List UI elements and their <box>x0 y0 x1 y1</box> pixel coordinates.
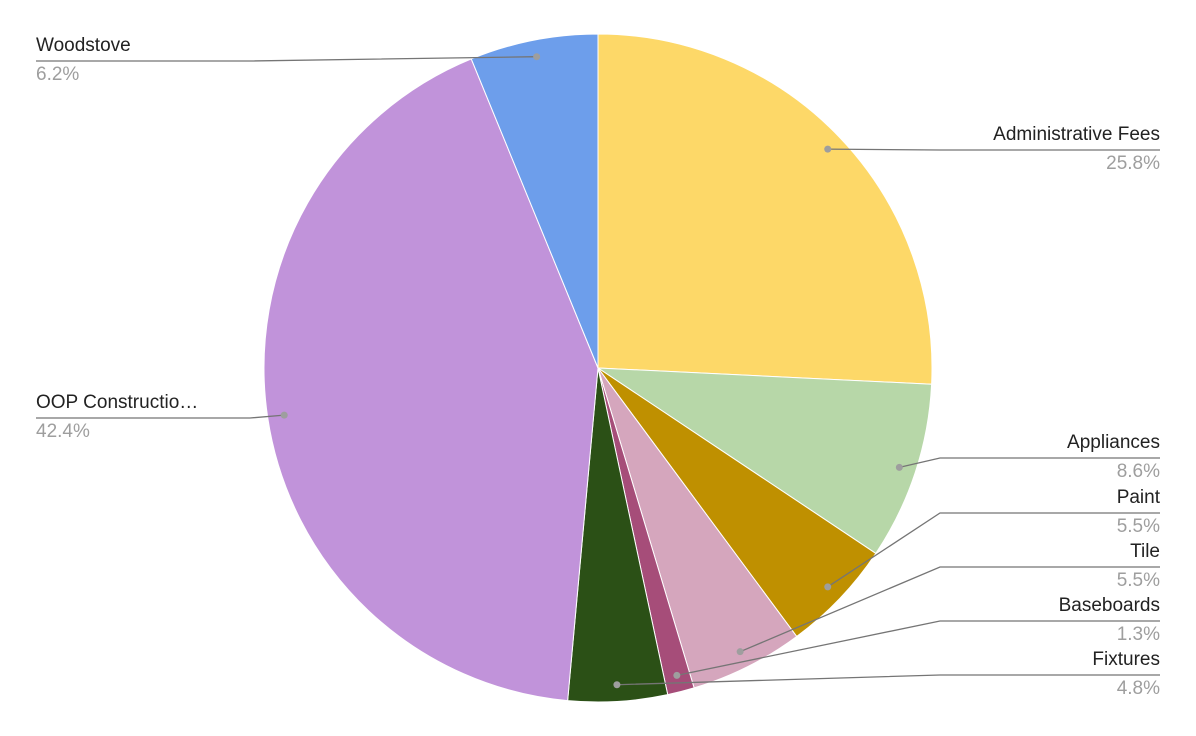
leader-line <box>676 620 1160 676</box>
slice-value-label: 8.6% <box>1117 461 1160 482</box>
slice-label: OOP Constructio… <box>36 392 198 413</box>
slice-value-label: 5.5% <box>1117 516 1160 537</box>
leader-dot <box>280 411 288 419</box>
slice-label: Administrative Fees <box>993 124 1160 145</box>
slice-value-label: 6.2% <box>36 64 79 85</box>
slice-value-label: 1.3% <box>1117 624 1160 645</box>
slice-value-label: 4.8% <box>1117 678 1160 699</box>
slice-value-label: 42.4% <box>36 421 90 442</box>
slice-label: Appliances <box>1067 432 1160 453</box>
leader-line <box>36 414 285 419</box>
leader-line <box>827 148 1160 151</box>
slice-label: Baseboards <box>1059 595 1160 616</box>
slice-label: Paint <box>1117 487 1161 508</box>
slice-label: Tile <box>1130 541 1160 562</box>
leader-dot <box>824 145 832 153</box>
slice-value-label: 25.8% <box>1106 153 1160 174</box>
pie-slice <box>263 58 599 702</box>
leader-line <box>36 56 537 62</box>
slice-value-label: 5.5% <box>1117 570 1160 591</box>
pie-slice <box>597 33 933 385</box>
pie-slice <box>596 367 933 555</box>
leader-line <box>739 566 1160 653</box>
slice-label: Fixtures <box>1092 649 1160 670</box>
leader-line <box>616 674 1160 686</box>
leader-dot <box>533 53 541 61</box>
leader-dot <box>824 583 832 591</box>
slice-label: Woodstove <box>36 35 131 56</box>
leader-line <box>899 457 1160 469</box>
leader-dot <box>895 463 903 471</box>
leader-line <box>827 512 1160 588</box>
leader-dot <box>673 671 681 679</box>
leader-dot <box>613 681 621 689</box>
leader-dot <box>736 648 744 656</box>
